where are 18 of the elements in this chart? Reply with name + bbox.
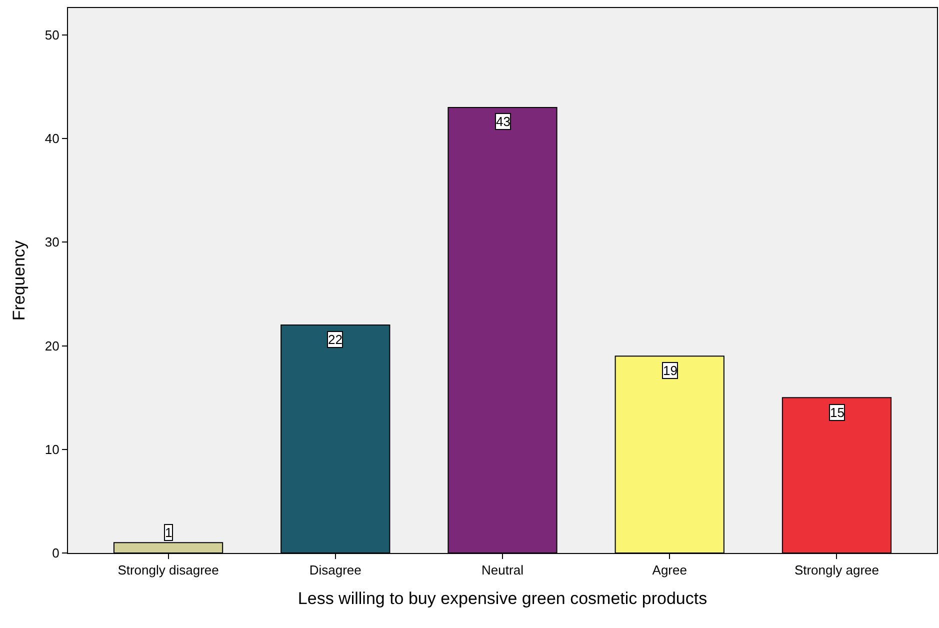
x-tick-label: Disagree (309, 562, 362, 578)
y-tick-label: 40 (44, 131, 60, 146)
y-axis-title: Frequency (9, 240, 28, 321)
data-label: 15 (830, 405, 844, 420)
y-tick-label: 10 (44, 442, 60, 457)
data-label: 19 (663, 363, 678, 378)
y-tick-label: 20 (44, 338, 60, 354)
y-tick-label: 30 (44, 234, 60, 250)
y-tick-label: 0 (52, 546, 60, 561)
x-tick-label: Strongly disagree (118, 562, 219, 578)
data-label: 1 (165, 525, 172, 540)
x-tick-label: Strongly agree (794, 562, 880, 578)
x-axis-title: Less willing to buy expensive green cosmetic products (298, 589, 708, 608)
y-tick-label: 50 (44, 27, 60, 42)
data-label: 43 (496, 114, 510, 129)
data-label: 22 (328, 332, 342, 347)
x-tick-label: Neutral (482, 562, 524, 578)
x-tick-label: Agree (652, 562, 687, 578)
